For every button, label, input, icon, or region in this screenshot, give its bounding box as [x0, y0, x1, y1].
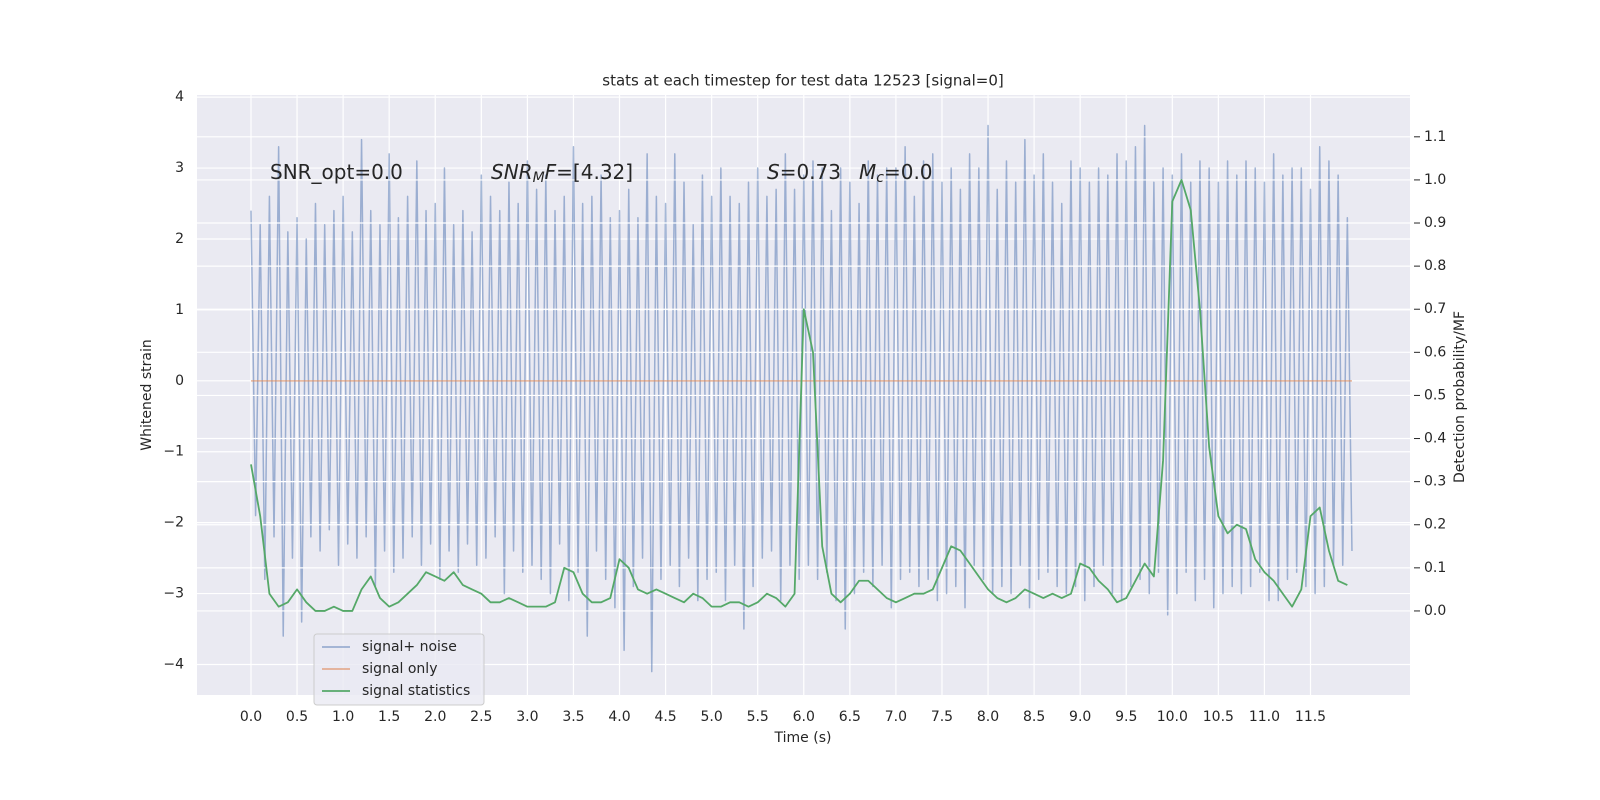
y-axis-label: Whitened strain	[139, 339, 155, 450]
x-tick-label: 7.5	[931, 709, 953, 725]
annotation: S=0.73	[767, 160, 841, 184]
x-axis-label: Time (s)	[774, 730, 832, 746]
legend-frame	[313, 633, 485, 706]
x-tick-label: 6.0	[793, 709, 815, 725]
x-tick-label: 0.5	[286, 709, 308, 725]
x-tick-label: 11.5	[1295, 709, 1326, 725]
x-tick-label: 1.5	[378, 709, 400, 725]
x-tick-label: 11.0	[1249, 709, 1280, 725]
x-tick-label: 0.0	[240, 709, 262, 725]
x-tick-label: 10.0	[1157, 709, 1188, 725]
y2-tick-label: 1.1	[1424, 129, 1446, 145]
y2-tick-label: 0.5	[1424, 387, 1446, 403]
y-tick-label: 1	[175, 302, 184, 318]
x-tick-label: 5.0	[701, 709, 723, 725]
annotation-part: SNR	[491, 160, 533, 184]
series-line	[250, 179, 1348, 612]
y2-tick-label: 1.0	[1424, 172, 1446, 188]
x-tick-label: 2.5	[470, 709, 492, 725]
y-tick-label: 0	[175, 373, 184, 389]
legend-label: signal statistics	[362, 683, 470, 699]
y2-tick-label: 0.0	[1424, 603, 1446, 619]
y2-tick-label: 0.3	[1424, 474, 1446, 490]
y-tick-label: 4	[175, 89, 184, 105]
x-tick-label: 4.5	[654, 709, 676, 725]
x-tick-label: 7.0	[885, 709, 907, 725]
y-tick-label: −1	[163, 444, 184, 460]
x-tick-label: 6.5	[839, 709, 861, 725]
annotation-part: S	[767, 160, 780, 184]
y-tick-label: 2	[175, 231, 184, 247]
y2-tick-label: 0.6	[1424, 344, 1446, 360]
annotation: SNRMF=[4.32]	[491, 160, 633, 187]
y2-tick-label: 0.9	[1424, 215, 1446, 231]
annotation-part: =0.0	[884, 160, 933, 184]
annotation: Mc=0.0	[859, 160, 933, 187]
y2-axis-label: Detection probability/MF	[1452, 311, 1468, 483]
label-layer: 0.0 0.5 1.0 1.5 2.0 2.5 3.0 3.5 4.0 4.5 5.0 5.5 6.0 6…	[163, 89, 1446, 725]
y2-tick-label: 0.8	[1424, 258, 1446, 274]
annotation-part: M	[533, 170, 545, 186]
y-tick-label: 3	[175, 160, 184, 176]
y-tick-label: −3	[163, 586, 184, 602]
legend: signal+ noise signal only signal statistic…	[313, 633, 485, 706]
x-tick-label: 3.5	[562, 709, 584, 725]
x-tick-label: 9.0	[1069, 709, 1091, 725]
y-tick-label: −2	[163, 515, 184, 531]
y2-tick-label: 0.1	[1424, 560, 1446, 576]
x-tick-label: 4.0	[608, 709, 630, 725]
annotation-part: F	[545, 160, 557, 184]
annotation-part: M	[859, 160, 876, 184]
legend-label: signal only	[362, 661, 437, 677]
legend-label: signal+ noise	[362, 639, 457, 655]
x-tick-label: 2.0	[424, 709, 446, 725]
chart-title: stats at each timestep for test data 125…	[602, 72, 1003, 90]
grid-layer-2	[197, 136, 1410, 612]
y2-tick-label: 0.2	[1424, 517, 1446, 533]
y2-tick-label: 0.7	[1424, 301, 1446, 317]
annotation-part: =[4.32]	[556, 160, 633, 184]
annotation-part: =0.73	[780, 160, 841, 184]
x-tick-label: 3.0	[516, 709, 538, 725]
series-layer-2	[250, 179, 1348, 612]
annotation: SNR_opt=0.0	[270, 160, 403, 184]
x-tick-label: 8.5	[1023, 709, 1045, 725]
x-tick-label: 9.5	[1115, 709, 1137, 725]
annotation-part: SNR_opt=0.0	[270, 160, 403, 184]
x-tick-label: 5.5	[747, 709, 769, 725]
annotation-part: c	[876, 170, 884, 186]
x-tick-label: 1.0	[332, 709, 354, 725]
y-tick-label: −4	[163, 657, 184, 673]
y2-tick-label: 0.4	[1424, 431, 1446, 447]
x-tick-label: 8.0	[977, 709, 999, 725]
x-tick-label: 10.5	[1203, 709, 1234, 725]
